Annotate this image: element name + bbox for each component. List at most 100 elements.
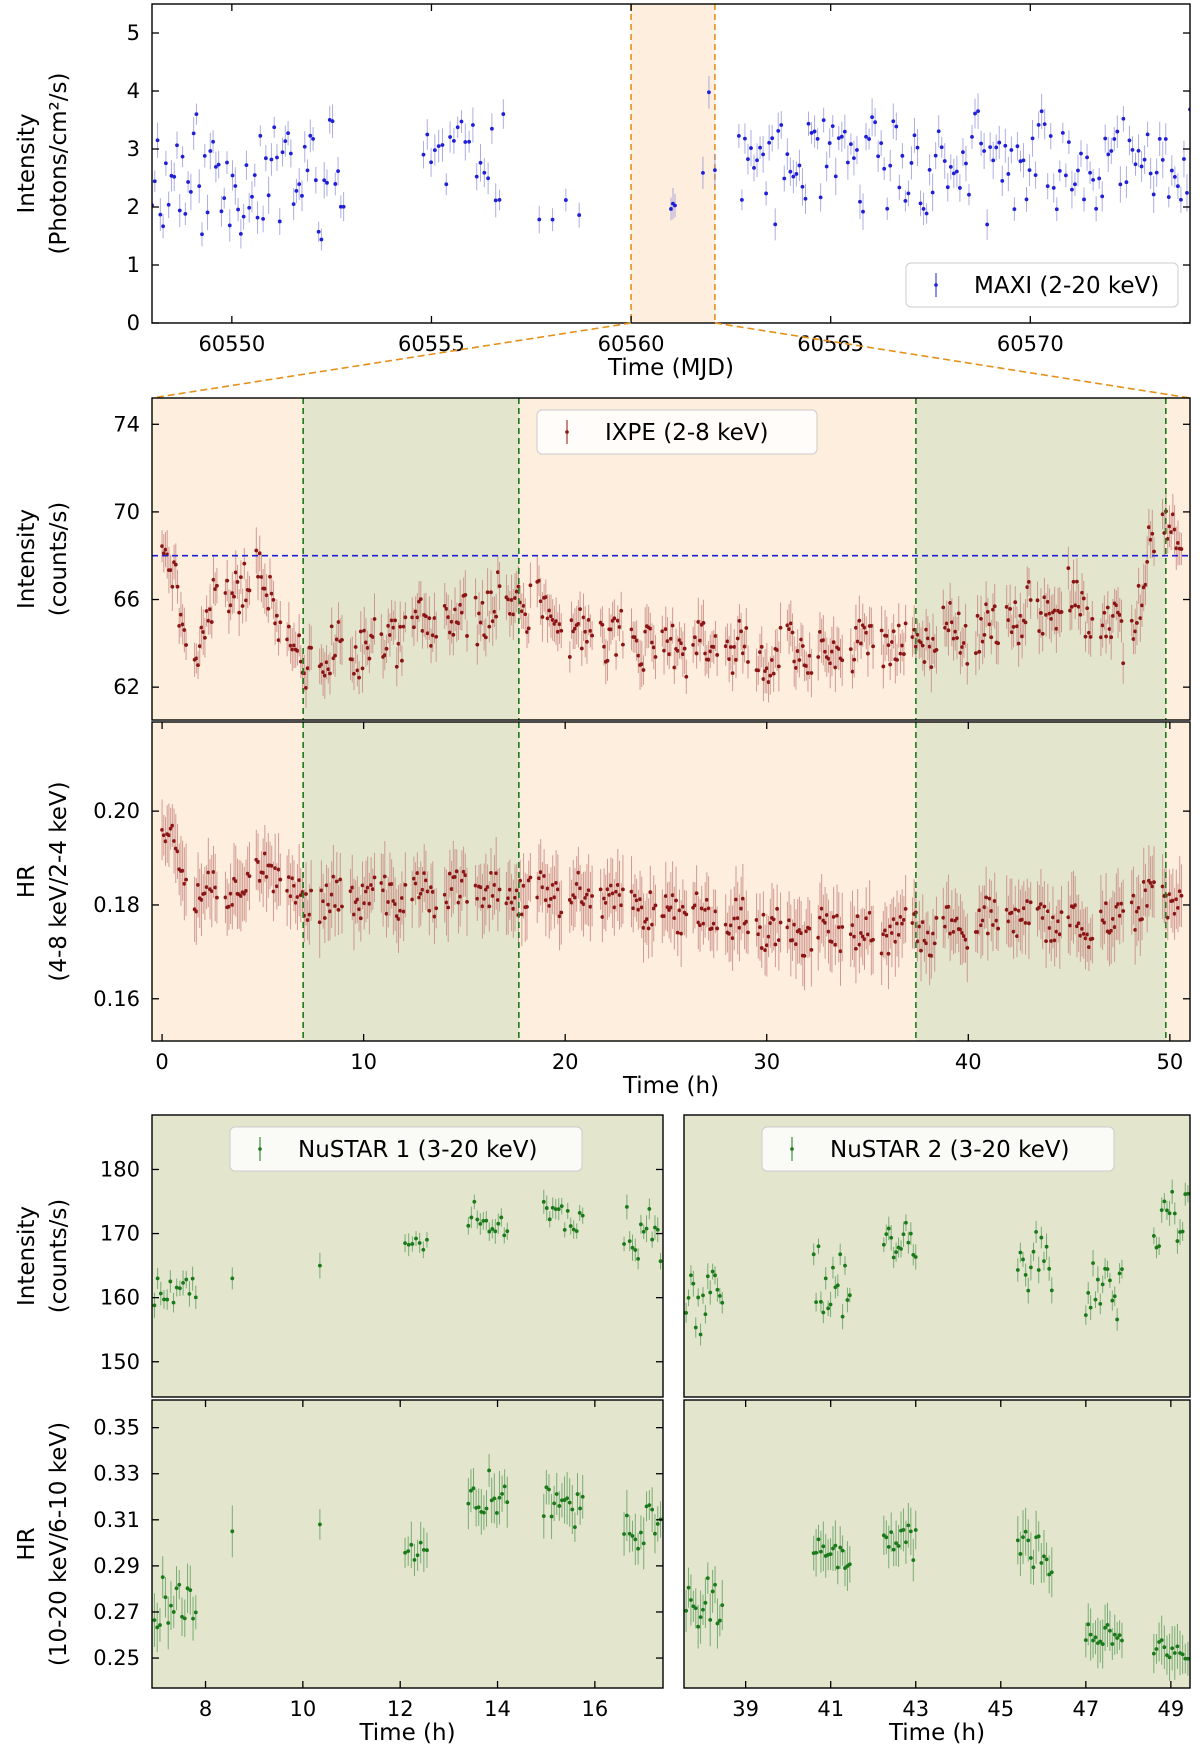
data-point	[230, 591, 235, 596]
data-point	[790, 630, 795, 635]
data-point	[665, 639, 670, 643]
data-point	[888, 662, 893, 667]
data-point	[895, 658, 899, 662]
x-axis-label: Time (h)	[622, 1073, 719, 1099]
data-point	[590, 894, 594, 898]
data-point	[1180, 1229, 1185, 1234]
data-point	[480, 904, 485, 909]
data-point	[573, 626, 577, 631]
data-point	[290, 647, 295, 652]
data-point	[668, 905, 673, 910]
data-point	[763, 669, 768, 674]
data-point	[663, 894, 668, 898]
data-point	[735, 916, 740, 921]
data-point	[833, 665, 838, 670]
data-point	[173, 562, 178, 567]
data-point	[653, 903, 658, 908]
data-point	[641, 1229, 646, 1234]
data-point	[931, 931, 935, 936]
data-point	[574, 1229, 579, 1233]
data-point	[1003, 143, 1008, 148]
x-tick-label: 8	[199, 1697, 212, 1721]
data-point	[417, 895, 421, 900]
data-point	[256, 574, 260, 579]
data-point	[447, 630, 452, 635]
data-point	[340, 637, 344, 642]
data-point	[1013, 907, 1018, 912]
data-point	[1174, 897, 1179, 902]
data-point	[975, 930, 980, 934]
data-point	[895, 921, 899, 926]
data-point	[298, 893, 303, 897]
data-point	[1116, 902, 1120, 906]
data-point	[302, 144, 307, 149]
data-point	[308, 133, 313, 138]
data-point	[324, 660, 329, 665]
data-point	[698, 1332, 703, 1337]
data-point	[490, 126, 494, 131]
data-point	[478, 1221, 483, 1226]
data-point	[901, 652, 906, 656]
data-point	[1097, 176, 1102, 181]
data-point	[244, 163, 249, 168]
data-point	[629, 627, 634, 632]
data-point	[215, 895, 219, 900]
data-point	[946, 904, 951, 909]
data-point	[174, 1285, 179, 1290]
data-point	[1025, 899, 1030, 903]
data-point	[489, 590, 493, 595]
data-point	[797, 658, 802, 662]
data-point	[633, 635, 637, 640]
data-point	[925, 930, 930, 935]
data-point	[328, 671, 332, 676]
data-point	[836, 647, 841, 651]
nustar2-intensity-legend: NuSTAR 2 (3-20 keV)	[761, 1126, 1115, 1172]
data-point	[184, 877, 188, 882]
data-point	[194, 112, 199, 116]
data-point	[581, 902, 586, 907]
data-point	[1152, 549, 1156, 554]
data-point	[1020, 634, 1025, 639]
data-point	[911, 1558, 916, 1563]
data-point	[453, 607, 457, 612]
data-point	[979, 923, 983, 928]
data-point	[927, 167, 932, 172]
data-point	[919, 948, 923, 953]
data-point	[848, 142, 853, 147]
data-point	[1167, 1655, 1172, 1660]
data-point	[800, 184, 805, 189]
data-point	[804, 664, 809, 668]
data-point	[867, 137, 871, 141]
data-point	[454, 869, 459, 874]
data-point	[170, 584, 175, 589]
ixpe-intensity-axes: 62 66 70 74 Intensity (counts/s)	[14, 397, 1191, 721]
data-point	[425, 889, 430, 894]
data-point	[727, 657, 732, 662]
data-point	[918, 201, 923, 206]
legend-label: NuSTAR 2 (3-20 keV)	[830, 1137, 1069, 1163]
data-point	[350, 657, 355, 662]
data-point	[550, 882, 555, 887]
data-point	[630, 1245, 635, 1250]
nustar1-hr-axes: 0.25 0.27 0.29 0.31 0.33 0.35 8 10 12 14 16 Time (h…	[14, 1399, 664, 1746]
data-point	[754, 918, 759, 922]
data-point	[843, 1263, 847, 1268]
data-point	[1110, 1642, 1115, 1646]
data-point	[544, 1206, 549, 1210]
data-point	[910, 921, 915, 925]
data-point	[1105, 1267, 1110, 1272]
data-point	[1088, 1632, 1093, 1637]
data-point	[403, 1241, 407, 1246]
data-point	[1060, 130, 1065, 135]
data-point	[1015, 624, 1019, 629]
data-point	[543, 595, 548, 599]
data-point	[211, 577, 216, 582]
data-point	[1069, 604, 1074, 609]
data-point	[322, 178, 327, 183]
data-point	[305, 168, 310, 173]
data-point	[193, 1295, 198, 1300]
data-point	[1076, 921, 1081, 926]
data-point	[739, 629, 744, 634]
data-point	[816, 655, 821, 659]
y-tick-label: 0.35	[93, 1416, 140, 1440]
